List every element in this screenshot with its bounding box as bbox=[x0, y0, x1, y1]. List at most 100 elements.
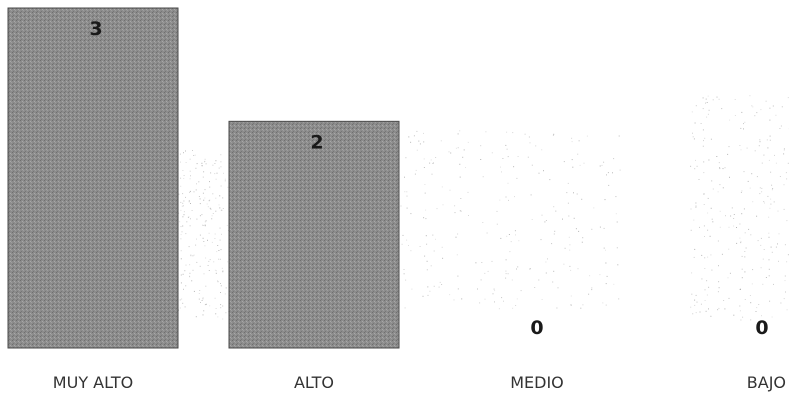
noise-dot bbox=[588, 293, 590, 295]
noise-dot bbox=[220, 249, 222, 251]
noise-dot bbox=[783, 298, 785, 300]
noise-dot bbox=[433, 285, 435, 287]
noise-dot bbox=[616, 221, 618, 223]
noise-dot bbox=[494, 301, 495, 303]
noise-dot bbox=[544, 221, 546, 223]
noise-dot bbox=[193, 191, 195, 193]
noise-dot bbox=[605, 304, 607, 306]
noise-dot bbox=[549, 179, 551, 181]
noise-dot bbox=[404, 176, 405, 178]
noise-dot bbox=[543, 170, 544, 172]
noise-dot bbox=[767, 195, 769, 197]
noise-dot bbox=[744, 251, 746, 252]
noise-dot bbox=[463, 149, 465, 151]
noise-dot bbox=[760, 237, 762, 239]
noise-dot bbox=[219, 195, 221, 197]
noise-dot bbox=[404, 191, 406, 193]
noise-dot bbox=[728, 248, 730, 250]
noise-dot bbox=[439, 281, 441, 283]
bars bbox=[7, 7, 400, 349]
noise-dot bbox=[205, 257, 207, 259]
noise-dot bbox=[768, 159, 770, 161]
noise-dot bbox=[506, 131, 508, 133]
noise-dot bbox=[711, 218, 713, 220]
noise-dot bbox=[748, 228, 750, 230]
noise-dot bbox=[599, 165, 601, 167]
noise-dot bbox=[783, 148, 785, 150]
noise-dot bbox=[406, 239, 408, 241]
noise-dot bbox=[182, 273, 184, 275]
noise-dot bbox=[212, 213, 214, 214]
noise-dot bbox=[507, 273, 509, 275]
noise-dot bbox=[210, 172, 212, 174]
noise-dot bbox=[769, 300, 771, 302]
noise-dot bbox=[180, 258, 182, 260]
noise-dot bbox=[449, 189, 451, 191]
noise-dot bbox=[751, 283, 753, 285]
noise-dot bbox=[441, 284, 443, 285]
noise-dot bbox=[477, 288, 478, 290]
noise-dot bbox=[190, 175, 191, 177]
noise-dot bbox=[224, 293, 226, 295]
noise-dot bbox=[436, 208, 438, 210]
noise-dot bbox=[563, 161, 565, 163]
noise-dot bbox=[707, 197, 709, 199]
noise-dot bbox=[209, 207, 211, 209]
noise-dot bbox=[467, 141, 469, 143]
noise-dot bbox=[180, 209, 182, 211]
noise-dot bbox=[193, 254, 195, 256]
noise-dot bbox=[768, 232, 770, 234]
noise-dot bbox=[567, 202, 569, 204]
noise-dot bbox=[762, 283, 764, 285]
noise-dot bbox=[693, 256, 695, 258]
noise-dot bbox=[606, 174, 607, 176]
noise-dot bbox=[404, 307, 406, 309]
noise-dot bbox=[529, 142, 531, 144]
noise-dot bbox=[198, 181, 200, 183]
noise-dot bbox=[406, 207, 408, 209]
noise-dot bbox=[183, 175, 185, 176]
noise-dot bbox=[185, 233, 187, 235]
noise-dot bbox=[455, 147, 457, 149]
noise-dot bbox=[406, 191, 408, 193]
noise-dot bbox=[707, 212, 709, 214]
noise-dot bbox=[771, 189, 773, 191]
noise-dot bbox=[710, 207, 712, 209]
noise-dot bbox=[568, 236, 570, 238]
noise-dot bbox=[201, 214, 203, 216]
noise-dot bbox=[405, 279, 407, 281]
noise-dot bbox=[511, 279, 513, 281]
noise-dot bbox=[700, 123, 702, 124]
noise-dot bbox=[215, 197, 217, 199]
noise-dot bbox=[562, 218, 563, 220]
noise-dot bbox=[716, 156, 718, 157]
data-label-medio: 0 bbox=[530, 317, 543, 339]
noise-dot bbox=[429, 162, 431, 164]
noise-dot bbox=[615, 196, 617, 198]
noise-dot bbox=[758, 304, 760, 305]
noise-dot bbox=[207, 239, 208, 241]
noise-dot bbox=[607, 172, 609, 174]
noise-dot bbox=[208, 200, 210, 202]
noise-dot bbox=[757, 240, 759, 242]
noise-dot bbox=[694, 248, 696, 250]
noise-dot bbox=[212, 164, 214, 166]
noise-dot bbox=[425, 218, 427, 220]
noise-dot bbox=[184, 306, 186, 308]
noise-dot bbox=[589, 275, 591, 277]
noise-dot bbox=[739, 145, 741, 146]
noise-dot bbox=[723, 300, 725, 301]
noise-dot bbox=[718, 162, 720, 164]
noise-dot bbox=[450, 152, 452, 154]
noise-dot bbox=[215, 313, 217, 315]
noise-dot bbox=[218, 167, 220, 169]
noise-dot bbox=[221, 267, 223, 269]
noise-dot bbox=[180, 226, 182, 228]
noise-dot bbox=[695, 312, 697, 314]
noise-dot bbox=[416, 130, 418, 132]
data-label-muy-alto: 3 bbox=[89, 18, 102, 40]
noise-dot bbox=[484, 272, 486, 274]
noise-dot bbox=[780, 125, 782, 127]
noise-dot bbox=[554, 230, 556, 232]
noise-dot bbox=[403, 269, 405, 270]
